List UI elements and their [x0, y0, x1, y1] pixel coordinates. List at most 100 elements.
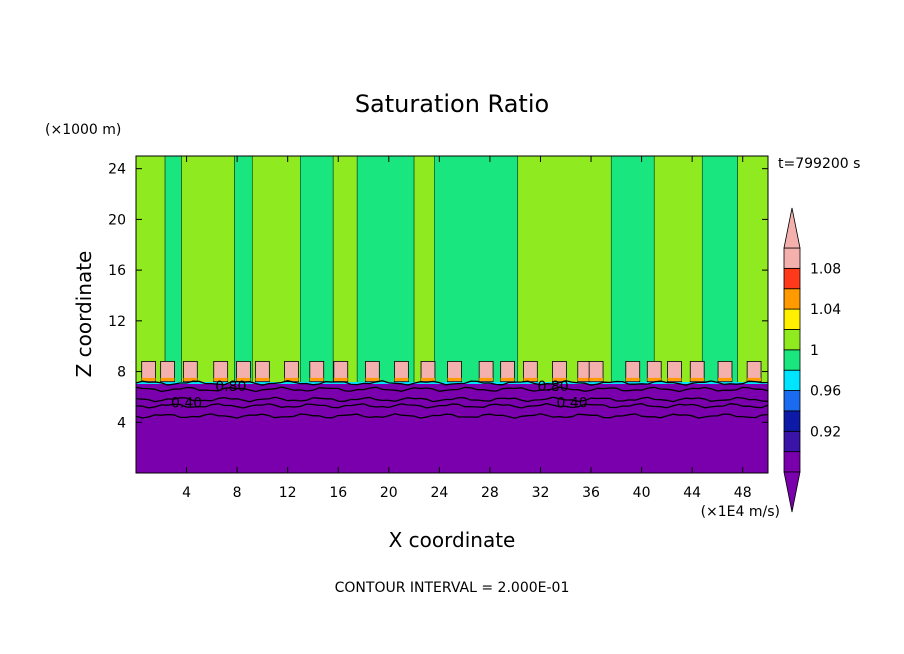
chart-title: Saturation Ratio	[355, 90, 549, 118]
y-tick-label: 4	[117, 415, 126, 431]
saturation-band	[653, 155, 703, 384]
contour-label: 0.80	[538, 379, 569, 395]
saturation-band	[300, 155, 334, 384]
supersaturation-cap	[689, 361, 705, 383]
saturation-band	[434, 155, 519, 384]
x-tick-label: 40	[633, 485, 651, 501]
time-label: t=799200 s	[778, 156, 860, 172]
cap-base-band	[141, 377, 156, 381]
cap-base-band	[236, 377, 251, 381]
cap-base-band	[577, 377, 592, 381]
colorbar-bin	[783, 410, 801, 432]
supersaturation-cap	[213, 361, 229, 383]
colorbar-bin	[783, 267, 801, 290]
cap-base-band	[500, 377, 515, 381]
cap-base-band	[690, 377, 705, 381]
cap-base-band	[667, 377, 682, 381]
cap-base-band	[333, 377, 348, 381]
colorbar-extend-high	[783, 207, 801, 249]
cap-base-band	[255, 377, 270, 381]
supersaturation-cap	[365, 361, 380, 383]
supersaturation-cap	[478, 361, 494, 383]
x-tick-label: 44	[683, 485, 701, 501]
saturation-band	[234, 155, 253, 384]
cap-base-band	[365, 377, 380, 381]
colorbar-label: 1.04	[810, 302, 841, 318]
x-tick-label: 4	[182, 485, 191, 501]
x-tick-label: 12	[279, 485, 297, 501]
colorbar-label: 0.92	[810, 424, 841, 440]
x-tick-label: 20	[380, 485, 398, 501]
y-axis: 4 8 12 16 20 24	[108, 162, 768, 431]
cap-base-band	[647, 377, 662, 381]
colorbar-extend-low	[783, 471, 801, 513]
colorbar-bin	[783, 349, 801, 371]
cap-base-band	[394, 377, 409, 381]
colorbar-label: 1.08	[810, 261, 841, 277]
supersaturation-cap	[255, 361, 270, 383]
contour-lines	[135, 380, 769, 419]
cap-base-band	[160, 377, 175, 381]
x-tick-label: 8	[233, 485, 242, 501]
cap-base-band	[718, 377, 732, 381]
cap-base-band	[523, 377, 538, 381]
saturation-band	[701, 155, 738, 384]
x-axis: 4 8 12 16 20 24 28 32 36 40 44 48	[182, 156, 752, 501]
contour-line	[135, 380, 769, 386]
y-tick-label: 8	[117, 365, 126, 381]
colorbar-bin	[783, 451, 801, 473]
saturation-band	[737, 155, 769, 384]
cap-base-band	[309, 377, 324, 381]
supersaturation-cap	[588, 361, 604, 383]
colorbar: 0.92 0.96 1 1.04 1.08	[783, 207, 841, 513]
cap-base-band	[421, 377, 435, 381]
colorbar-bin	[783, 247, 801, 269]
saturation-band	[413, 155, 435, 384]
cap-base-band	[447, 377, 462, 381]
supersaturation-cap	[447, 361, 462, 383]
contour-label: 0.40	[171, 395, 202, 411]
cap-base-band	[183, 377, 198, 381]
x-tick-label: 24	[430, 485, 448, 501]
colorbar-bin	[783, 369, 801, 391]
x-tick-label: 36	[582, 485, 600, 501]
colorbar-bin	[783, 288, 801, 310]
saturation-band	[251, 155, 301, 384]
y-tick-label: 20	[108, 212, 126, 228]
saturation-band	[164, 155, 182, 384]
contour-field	[135, 155, 769, 473]
plot-frame	[135, 155, 769, 474]
y-axis-title: Z coordinate	[72, 251, 96, 378]
contour-label: 0.80	[215, 379, 246, 395]
supersaturation-cap	[309, 361, 325, 383]
x-axis-title: X coordinate	[389, 528, 516, 552]
contour-line	[135, 386, 769, 393]
cap-base-band	[213, 377, 228, 381]
x-tick-label: 48	[734, 485, 752, 501]
cap-base-band	[625, 377, 640, 381]
contour-line	[135, 402, 769, 409]
saturation-band	[610, 155, 655, 384]
supersaturation-cap	[717, 361, 733, 383]
colorbar-bin	[783, 390, 801, 412]
cap-base-band	[589, 377, 604, 381]
colorbar-bin	[783, 430, 801, 453]
y-tick-label: 16	[108, 263, 126, 279]
saturation-band	[356, 155, 415, 384]
x-tick-label: 28	[481, 485, 499, 501]
y-tick-label: 12	[108, 314, 126, 330]
x-tick-label: 32	[532, 485, 550, 501]
y-tick-label: 24	[108, 162, 126, 178]
supersaturation-cap	[160, 361, 175, 383]
colorbar-bin	[783, 329, 801, 351]
colorbar-bin	[783, 308, 801, 330]
contour-labels: 0.800.400.800.40	[171, 379, 588, 411]
colorbar-label: 1	[810, 343, 819, 359]
supersaturation-cap	[667, 361, 682, 383]
cap-base-band	[552, 377, 567, 381]
cap-base-band	[479, 377, 494, 381]
supersaturation-cap	[625, 361, 641, 383]
saturation-band	[135, 155, 166, 384]
colorbar-label: 0.96	[810, 384, 841, 400]
